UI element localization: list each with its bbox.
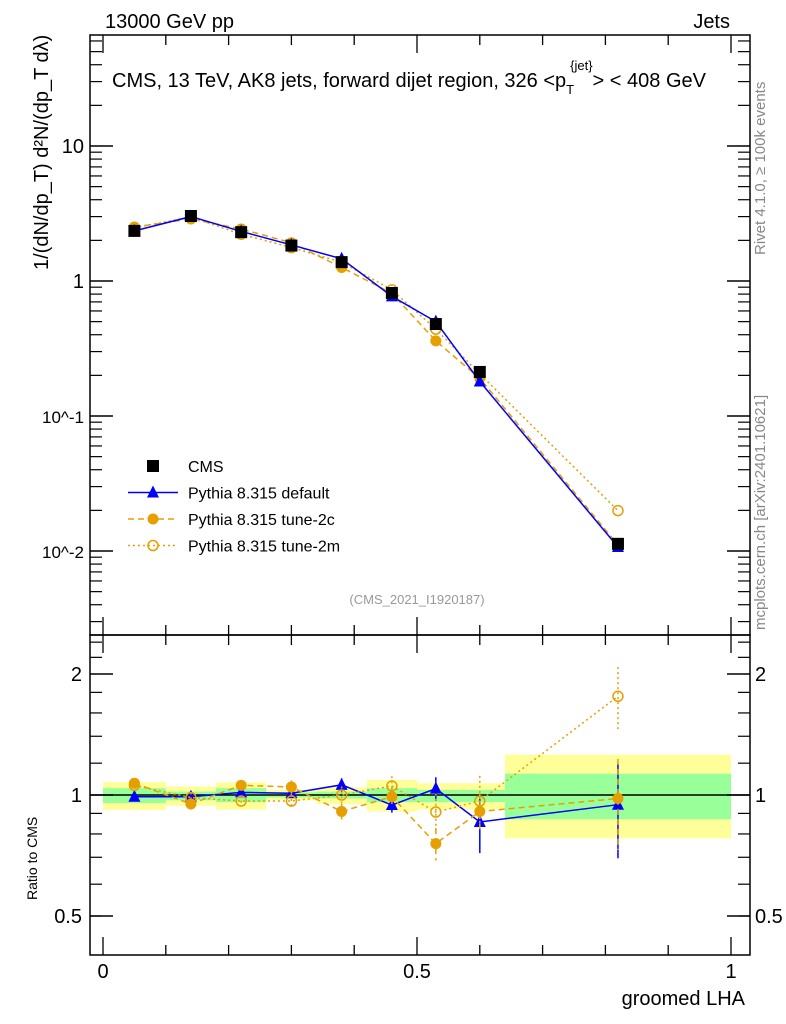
x-tick-label: 1 (725, 961, 736, 983)
ratio-point-pythia-8-315-default-2 (235, 785, 248, 798)
ratio-point-pythia-8-315-tune-2m-4 (335, 789, 348, 801)
point-cms-5 (385, 286, 398, 299)
legend-marker-pythia-8-315-tune-2c (147, 513, 159, 525)
ratio-y-tick-label: 2 (71, 664, 82, 686)
point-cms-4 (335, 256, 348, 269)
ratio-y-tick-label-right: 1 (755, 785, 766, 807)
legend-label-pythia-8-315-tune-2c: Pythia 8.315 tune-2c (188, 512, 335, 529)
ratio-y-tick-label-right: 0.5 (755, 906, 783, 928)
legend-label-pythia-8-315-tune-2m: Pythia 8.315 tune-2m (188, 539, 340, 556)
ratio-point-pythia-8-315-tune-2c-5 (386, 791, 398, 803)
ratio-point-pythia-8-315-default-0 (128, 789, 141, 802)
point-cms-2 (235, 226, 248, 239)
mcplots-label: mcplots.cern.ch [arXiv:2401.10621] (752, 395, 769, 630)
plot-title: CMS, 13 TeV, AK8 jets, forward dijet reg… (112, 58, 707, 97)
ratio-point-pythia-8-315-tune-2c-6 (430, 838, 442, 850)
ratio-point-pythia-8-315-tune-2m-7 (474, 795, 486, 807)
point-pythia-8-315-default-7 (473, 374, 486, 387)
ratio-y-tick-label-right: 2 (755, 664, 766, 686)
x-tick-label: 0 (97, 961, 108, 983)
analysis-id: (CMS_2021_I1920187) (349, 592, 484, 607)
point-cms-1 (184, 210, 197, 223)
svg-text:1/(dN/dp_T) d²N/(dp_T dλ): 1/(dN/dp_T) d²N/(dp_T dλ) (31, 35, 53, 270)
svg-text:Rivet 4.1.0, ≥ 100k events: Rivet 4.1.0, ≥ 100k events (752, 82, 769, 255)
y-tick-label-0p01: 10^-2 (42, 543, 84, 562)
y-tick-label-1: 1 (73, 271, 84, 293)
legend-label-cms: CMS (188, 459, 224, 476)
ratio-point-pythia-8-315-tune-2m-2 (235, 795, 247, 807)
y-tick-label-10: 10 (62, 136, 84, 158)
ratio-point-pythia-8-315-tune-2c-3 (285, 781, 297, 793)
point-pythia-8-315-tune-2m-8 (612, 504, 624, 517)
legend-marker-pythia-8-315-tune-2m (147, 539, 159, 552)
y-tick-label-0p1: 10^-1 (42, 408, 84, 427)
main-panel (128, 209, 624, 553)
ratio-y-tick-label: 0.5 (54, 906, 82, 928)
axes: 0.5 0.5 1 1 2 2 0 0.5 1 (54, 35, 783, 983)
legend: CMS Pythia 8.315 default Pythia 8.315 tune… (128, 459, 340, 556)
ratio-point-pythia-8-315-tune-2c-4 (336, 805, 348, 817)
point-cms-0 (128, 224, 141, 237)
ratio-y-tick-label: 1 (71, 785, 82, 807)
ratio-point-pythia-8-315-tune-2m-5 (386, 780, 398, 792)
x-tick-label: 0.5 (403, 961, 431, 983)
point-cms-7 (473, 365, 486, 378)
point-cms-8 (611, 537, 624, 550)
ratio-point-pythia-8-315-default-6 (429, 781, 442, 794)
ratio-point-pythia-8-315-tune-2m-1 (185, 791, 197, 804)
category-label: Jets (693, 11, 730, 33)
ratio-point-pythia-8-315-tune-2c-8 (612, 793, 624, 805)
ratio-line-pythia-8-315-tune-2c (134, 782, 619, 845)
legend-marker-cms (147, 460, 159, 472)
ratio-y-axis-label: Ratio to CMS (24, 817, 40, 900)
ratio-point-pythia-8-315-tune-2c-2 (235, 779, 247, 791)
y-axis-label: 1/(dN/dp_T) d²N/(dp_T dλ) (31, 35, 53, 270)
legend-label-pythia-8-315-default: Pythia 8.315 default (188, 486, 330, 503)
beam-label: 13000 GeV pp (105, 11, 234, 33)
ratio-point-pythia-8-315-tune-2m-3 (285, 795, 298, 807)
svg-text:Ratio to CMS: Ratio to CMS (24, 817, 40, 900)
point-pythia-8-315-tune-2c-6 (430, 335, 442, 347)
ratio-point-pythia-8-315-tune-2m-6 (430, 806, 442, 818)
point-cms-3 (285, 239, 298, 252)
point-cms-6 (429, 318, 442, 331)
legend-marker-pythia-8-315-default (147, 485, 159, 498)
x-axis-label: groomed LHA (622, 988, 746, 1010)
ratio-line-pythia-8-315-tune-2m (134, 695, 619, 813)
ratio-point-pythia-8-315-default-4 (335, 777, 348, 790)
ratio-point-pythia-8-315-tune-2m-0 (128, 779, 141, 792)
ratio-point-pythia-8-315-tune-2m-8 (612, 690, 624, 703)
rivet-label: Rivet 4.1.0, ≥ 100k events (752, 82, 769, 255)
svg-text:mcplots.cern.ch [arXiv:2401.10: mcplots.cern.ch [arXiv:2401.10621] (752, 395, 769, 630)
y-tick-labels: 10 1 10^-1 10^-2 (42, 136, 84, 562)
ratio-point-pythia-8-315-default-1 (184, 789, 197, 802)
ratio-panel (128, 667, 624, 861)
